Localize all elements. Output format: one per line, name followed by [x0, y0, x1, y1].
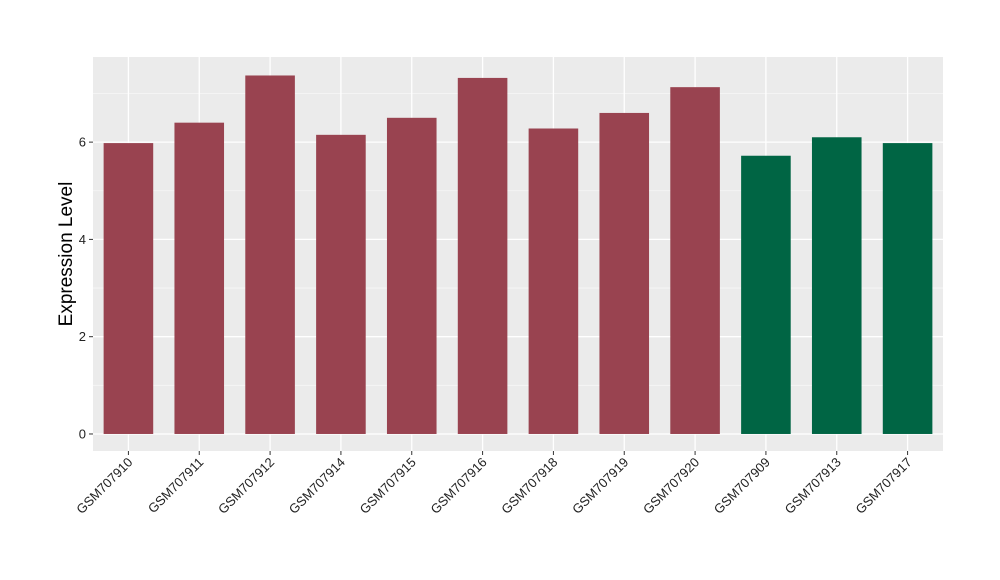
y-tick-label: 6 — [79, 135, 86, 150]
x-tick-label: GSM707909 — [711, 455, 773, 517]
y-axis: 0 2 4 6 — [79, 135, 93, 441]
bar-GSM707918 — [528, 128, 579, 434]
x-tick-label: GSM707920 — [640, 455, 702, 517]
bar-GSM707913 — [811, 137, 862, 434]
y-tick-label: 4 — [79, 232, 86, 247]
x-tick-label: GSM707912 — [215, 455, 277, 517]
y-tick-label: 2 — [79, 329, 86, 344]
bar-GSM707909 — [741, 155, 791, 434]
bar-GSM707916 — [457, 77, 508, 434]
y-tick-label: 0 — [79, 426, 86, 441]
bar-GSM707912 — [245, 75, 295, 434]
x-tick-label: GSM707916 — [427, 455, 489, 517]
x-tick-label: GSM707915 — [357, 455, 419, 517]
y-axis-title: Expression Level — [56, 182, 77, 327]
grid-minor — [93, 93, 943, 386]
x-tick-label: GSM707911 — [145, 455, 207, 517]
x-tick-label: GSM707910 — [73, 455, 135, 517]
x-tick-label: GSM707917 — [852, 455, 914, 517]
x-tick-label: GSM707919 — [569, 455, 631, 517]
bar-GSM707915 — [386, 117, 437, 434]
x-tick-label: GSM707914 — [286, 455, 348, 517]
x-tick-label: GSM707913 — [782, 455, 844, 517]
bar-GSM707919 — [599, 112, 650, 434]
bar-GSM707920 — [670, 87, 720, 434]
bar-GSM707914 — [316, 134, 366, 434]
bar-GSM707917 — [882, 143, 933, 434]
x-axis: GSM707910 GSM707911 GSM707912 GSM707914 GSM7… — [73, 451, 915, 517]
x-tick-label: GSM707918 — [498, 455, 560, 517]
bar-GSM707911 — [174, 122, 225, 434]
bar-GSM707910 — [103, 143, 154, 434]
bars — [103, 75, 933, 434]
